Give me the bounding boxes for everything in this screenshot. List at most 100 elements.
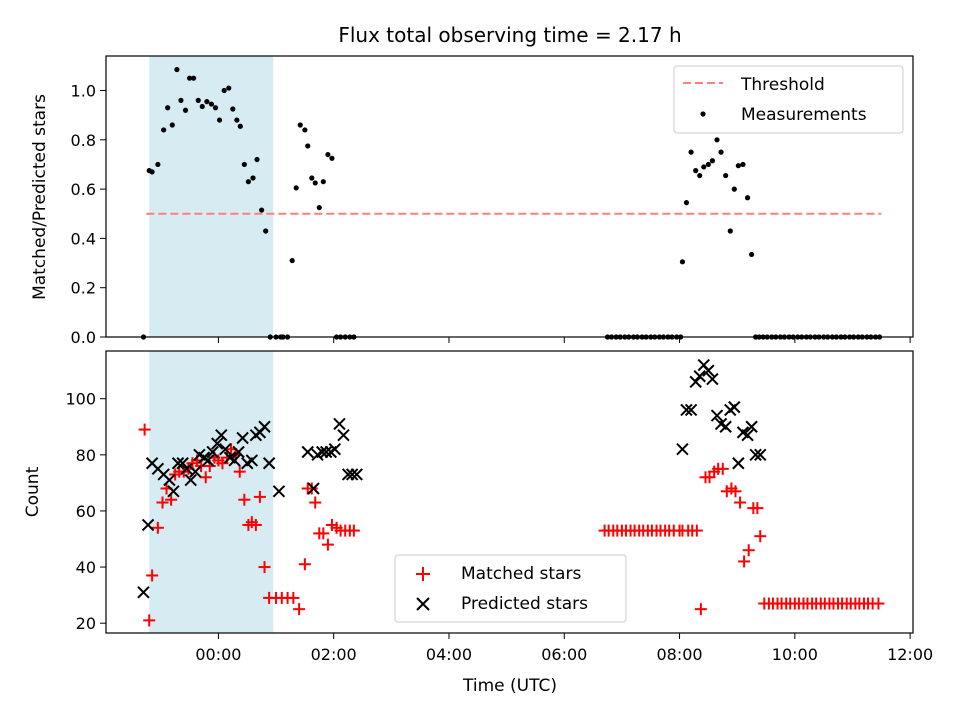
legend-measurements-swatch bbox=[700, 111, 706, 117]
matched-star-point bbox=[238, 493, 251, 506]
measurement-point bbox=[749, 251, 755, 258]
top-legend: Threshold Measurements bbox=[673, 65, 904, 134]
measurement-point bbox=[208, 101, 215, 107]
measurement-point bbox=[263, 228, 269, 234]
bot-ytick-label: 40 bbox=[76, 558, 96, 577]
predicted-star-point bbox=[684, 403, 698, 417]
predicted-star-point bbox=[728, 400, 741, 414]
matched-star-point bbox=[317, 527, 330, 540]
top-ytick-label: 1.0 bbox=[71, 82, 96, 101]
bottom-highlight-span bbox=[149, 351, 274, 633]
measurement-point bbox=[161, 127, 167, 133]
predicted-star-point bbox=[749, 448, 762, 462]
measurement-point bbox=[178, 97, 184, 103]
matched-star-point bbox=[287, 591, 300, 604]
matched-star-point bbox=[321, 538, 334, 551]
bot-ytick-label: 20 bbox=[76, 614, 96, 633]
xtick-label: 00:00 bbox=[195, 645, 241, 664]
matched-star-point bbox=[298, 558, 311, 571]
measurement-point bbox=[683, 200, 690, 206]
matched-star-point bbox=[738, 555, 751, 568]
predicted-star-point bbox=[180, 462, 193, 476]
matched-star-point bbox=[249, 518, 262, 531]
matched-star-point bbox=[151, 521, 164, 534]
matched-star-point bbox=[694, 603, 707, 616]
top-ytick-label: 0.0 bbox=[71, 328, 96, 347]
predicted-star-point bbox=[706, 372, 719, 386]
predicted-star-point bbox=[176, 457, 189, 470]
predicted-star-point bbox=[676, 443, 689, 456]
matched-star-point bbox=[305, 482, 318, 495]
matched-star-point bbox=[138, 423, 151, 436]
measurement-point bbox=[149, 169, 155, 175]
measurement-point bbox=[250, 175, 256, 181]
measurement-point bbox=[727, 228, 733, 234]
xtick-label: 12:00 bbox=[887, 645, 933, 664]
measurement-point bbox=[169, 122, 175, 128]
matched-star-point bbox=[754, 530, 767, 543]
measurement-point bbox=[186, 75, 193, 81]
legend-predicted-label: Predicted stars bbox=[461, 594, 588, 614]
measurement-point bbox=[191, 75, 197, 81]
chart-title: Flux total observing time = 2.17 h bbox=[338, 23, 681, 47]
matched-star-point bbox=[309, 496, 322, 509]
matched-star-point bbox=[734, 496, 747, 509]
matched-star-point bbox=[199, 471, 212, 484]
matched-star-point bbox=[293, 603, 306, 616]
predicted-star-point bbox=[228, 454, 241, 467]
predicted-star-point bbox=[319, 445, 333, 459]
measurement-point bbox=[312, 180, 318, 186]
top-panel: 0.0 0.2 0.4 0.6 0.8 1.0 Matched/Predicted sta… bbox=[30, 55, 914, 347]
measurement-point bbox=[705, 161, 711, 168]
measurement-point bbox=[302, 127, 308, 133]
measurement-point bbox=[697, 172, 703, 179]
xtick-label: 06:00 bbox=[541, 645, 587, 664]
measurement-point bbox=[693, 168, 699, 174]
x-axis-label: Time (UTC) bbox=[462, 676, 557, 696]
matched-star-point bbox=[347, 524, 360, 537]
measurement-point bbox=[679, 259, 686, 265]
top-y-axis-label: Matched/Predicted stars bbox=[30, 94, 50, 300]
measurement-point bbox=[182, 107, 189, 113]
predicted-star-point bbox=[345, 468, 359, 481]
measurement-point bbox=[259, 207, 265, 213]
predicted-star-point bbox=[745, 420, 758, 433]
legend-threshold-label: Threshold bbox=[740, 75, 825, 95]
xtick-label: 10:00 bbox=[772, 645, 818, 664]
measurement-point bbox=[289, 257, 295, 264]
predicted-star-point bbox=[741, 428, 754, 442]
measurement-point bbox=[237, 123, 243, 129]
measurement-point bbox=[212, 105, 219, 111]
predicted-star-point bbox=[219, 443, 232, 456]
predicted-star-point bbox=[350, 468, 363, 481]
measurement-point bbox=[165, 105, 171, 111]
measurement-point bbox=[329, 155, 335, 161]
measurement-point bbox=[293, 185, 299, 191]
measurement-point bbox=[297, 122, 303, 128]
predicted-star-point bbox=[163, 473, 176, 487]
measurement-point bbox=[216, 117, 223, 123]
predicted-star-point bbox=[333, 417, 346, 431]
bottom-legend: Matched stars Predicted stars bbox=[394, 554, 627, 623]
measurement-point bbox=[320, 179, 326, 185]
measurement-point bbox=[701, 164, 707, 170]
matched-star-point bbox=[751, 502, 764, 515]
predicted-star-point bbox=[732, 457, 745, 470]
measurement-point bbox=[714, 137, 720, 143]
legend-matched-swatch bbox=[416, 567, 430, 581]
bot-ytick-label: 80 bbox=[76, 446, 96, 465]
predicted-star-point bbox=[689, 375, 702, 389]
predicted-star-point bbox=[236, 431, 249, 445]
measurement-point bbox=[241, 161, 247, 168]
predicted-star-point bbox=[328, 443, 342, 456]
predicted-star-point bbox=[719, 420, 732, 433]
matched-star-point bbox=[258, 561, 271, 574]
predicted-star-point bbox=[232, 445, 245, 459]
measurement-point bbox=[226, 85, 232, 91]
top-ytick-label: 0.8 bbox=[71, 131, 96, 150]
top-ytick-label: 0.4 bbox=[71, 229, 96, 248]
predicted-star-point bbox=[702, 364, 715, 377]
matched-star-point bbox=[872, 597, 885, 610]
top-ytick-label: 0.6 bbox=[71, 180, 96, 199]
measurement-point bbox=[740, 161, 746, 168]
